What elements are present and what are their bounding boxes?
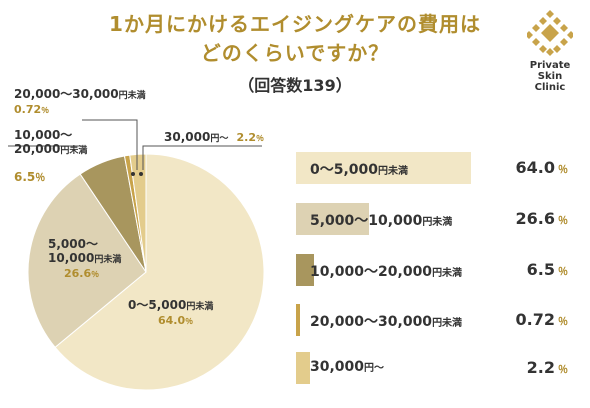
cross-diamond-icon (527, 10, 573, 56)
pie-label-2-yen: 円未満 (60, 146, 88, 156)
legend-row-20000-30000: 20,000～30,000円未満 0.72 ％ (296, 304, 576, 336)
dot-slice-2.2 (139, 172, 143, 176)
legend-label-4: 30,000 (310, 359, 365, 375)
dot-slice-0.72 (131, 172, 135, 176)
pie-label-2-pct-row: 6.5％ (14, 170, 45, 186)
pie-label-0-unit: ％ (185, 317, 194, 326)
legend-yen-0: 円未満 (378, 166, 409, 177)
pie-slice-0 (54, 153, 265, 391)
legend-bar-0 (296, 152, 471, 184)
chart-title-line2: どのくらいですか？ (200, 41, 390, 65)
pie-chart (8, 119, 265, 391)
legend-value-4: 2.2 (526, 358, 555, 377)
legend-yen-3: 円未満 (432, 318, 463, 329)
pie-slice-4 (129, 153, 147, 273)
leader-line-2.2 (142, 145, 262, 170)
logo-line-3: Clinic (534, 82, 566, 93)
legend-row-10000-20000: 10,000～20,000円未満 6.5 ％ (296, 254, 576, 286)
legend-row-5000-10000: 5,000～10,000円未満 26.6 ％ (296, 203, 576, 235)
pie-label-30000: 30,000円～ 2.2％ (164, 130, 264, 146)
pie-label-4-pct: 2.2 (236, 131, 257, 144)
legend-label-1: 5,000～10,000 (310, 213, 423, 229)
legend-unit-2: ％ (558, 267, 568, 278)
pie-label-4-yen: 円～ (210, 134, 229, 144)
pie-label-3-pct: 0.72 (14, 103, 42, 116)
leader-line-0.72 (82, 119, 138, 170)
legend-label-2: 10,000～20,000 (310, 264, 433, 280)
legend-value-2: 6.5 (526, 260, 555, 279)
legend-row-30000-plus: 30,000円～ 2.2 ％ (296, 352, 576, 384)
legend-bar-1 (296, 203, 369, 235)
legend-bar-2 (296, 254, 314, 286)
pie-label-2-pct: 6.5 (14, 170, 36, 184)
pie-label-0-5000: 0～5,000円未満 64.0％ (128, 298, 213, 329)
pie-label-3-range: 20,000～30,000 (14, 87, 119, 101)
pie-label-10000-20000: 10,000～ 20,000円未満 (14, 128, 87, 158)
pie-label-5000-10000: 5,000～ 10,000円未満 26.6％ (48, 237, 121, 282)
legend-value-3: 0.72 (515, 310, 555, 329)
legend-unit-4: ％ (558, 365, 568, 376)
legend-yen-2: 円未満 (432, 268, 463, 279)
pie-slice-1 (27, 173, 147, 348)
legend-label-3: 20,000～30,000 (310, 314, 433, 330)
pie-label-20000-30000: 20,000～30,000円未満 0.72％ (14, 87, 146, 118)
pie-label-2-range-b: 20,000 (14, 142, 61, 156)
pie-label-0-yen: 円未満 (186, 302, 214, 312)
pie-label-1-yen: 円未満 (94, 255, 122, 265)
legend-value-1: 26.6 (515, 209, 555, 228)
chart-title-line1: 1か月にかけるエイジングケアの費用は (109, 12, 481, 36)
pie-label-1-pct: 26.6 (64, 267, 92, 280)
legend-unit-0: ％ (558, 165, 568, 176)
legend-bar-3 (296, 304, 300, 336)
logo-line-2: Skin (537, 71, 563, 82)
legend-unit-1: ％ (558, 216, 568, 227)
pie-label-1-range-a: 5,000～ (48, 237, 98, 251)
legend-label-0: 0～5,000 (310, 162, 379, 178)
pie-label-4-range: 30,000 (164, 130, 211, 144)
pie-label-2-unit: ％ (35, 173, 46, 184)
pie-label-1-unit: ％ (91, 270, 100, 279)
pie-label-0-range: 0～5,000 (128, 298, 187, 312)
legend-row-0-5000: 0～5,000円未満 64.0 ％ (296, 152, 576, 184)
logo-line-1: Private (529, 60, 571, 71)
pie-label-2-range-a: 10,000～ (14, 128, 73, 142)
legend-bar-4 (296, 352, 310, 384)
pie-label-3-yen: 円未満 (118, 91, 146, 101)
pie-label-3-unit: ％ (41, 106, 50, 115)
pie-label-1-range-b: 10,000 (48, 251, 95, 265)
chart-subtitle: （回答数139） (238, 76, 352, 95)
pie-label-0-pct: 64.0 (158, 314, 186, 327)
legend-value-0: 64.0 (515, 158, 555, 177)
pie-label-4-unit: ％ (256, 134, 265, 143)
legend-yen-1: 円未満 (422, 217, 453, 228)
legend-unit-3: ％ (558, 317, 568, 328)
legend-yen-4: 円～ (364, 363, 385, 374)
clinic-logo: Private Skin Clinic (518, 10, 582, 93)
